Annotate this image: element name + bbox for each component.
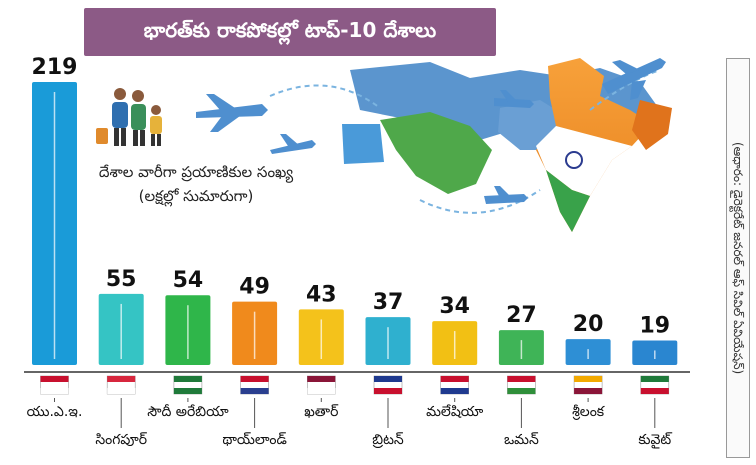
qatar-flag-icon <box>306 375 336 395</box>
bar-value-label: 27 <box>506 303 537 328</box>
airplane-icon <box>602 58 666 100</box>
bar-value-label: 54 <box>173 268 204 293</box>
airplane-icon <box>494 90 534 108</box>
category-label: బ్రిటన్ <box>372 432 404 448</box>
airplane-icon <box>196 94 268 132</box>
category-label: థాయ్‌లాండ్ <box>222 432 287 448</box>
thailand-flag-icon <box>240 375 269 395</box>
bars-group: 219 యు.ఎ.ఇ. 55 సింగపూర్ 54 సౌదీ అరేబియా 49 థాయ్… <box>27 55 678 449</box>
category-label: శ్రీలంక <box>572 404 605 420</box>
category-label: కువైట్ <box>638 432 672 449</box>
uae-flag-icon <box>40 375 69 395</box>
category-label: యు.ఎ.ఇ. <box>27 404 83 420</box>
bar-value-label: 19 <box>639 313 670 338</box>
category-label: ఖతార్ <box>304 404 339 420</box>
category-label: మలేషియా <box>426 404 484 420</box>
malaysia-flag-icon <box>440 375 470 395</box>
saudi-map-shape <box>380 112 492 194</box>
airplane-icon <box>484 186 528 204</box>
kuwait-flag-icon <box>640 375 670 395</box>
source-text: (ఆధారం: డైరెక్టరేట్ జనరల్ ఆఫ్ సివిల్ ఏవి… <box>731 141 745 375</box>
flags-group <box>40 375 670 395</box>
bar-value-label: 219 <box>32 55 78 80</box>
bar-value-label: 37 <box>373 290 404 315</box>
category-label: సౌదీ అరేబియా <box>147 404 229 420</box>
bar-value-label: 34 <box>439 294 470 319</box>
oman-flag-icon <box>507 375 536 395</box>
srilanka-flag-icon <box>573 375 603 395</box>
uk-flag-icon <box>373 375 403 395</box>
airplane-icon <box>270 134 316 154</box>
saudi-flag-icon <box>173 375 203 395</box>
bar-value-label: 20 <box>573 312 604 337</box>
ashoka-chakra-icon <box>565 151 583 169</box>
unit-note-line1: దేశాల వారీగా ప్రయాణికుల సంఖ్య <box>98 163 294 181</box>
category-label: సింగపూర్ <box>95 432 147 448</box>
singapore-flag-icon <box>106 375 136 395</box>
unit-note-line2: (లక్షల్లో సుమారుగా) <box>138 187 254 205</box>
source-note: (ఆధారం: డైరెక్టరేట్ జనరల్ ఆఫ్ సివిల్ ఏవి… <box>726 58 750 458</box>
unit-note: దేశాల వారీగా ప్రయాణికుల సంఖ్య (లక్షల్లో … <box>96 160 296 208</box>
bar-value-label: 49 <box>239 275 270 300</box>
category-label: ఒమన్ <box>504 432 539 448</box>
bar-value-label: 55 <box>106 267 137 292</box>
title-banner: భారత్‌కు రాకపోకల్లో టాప్‌-10 దేశాలు <box>84 8 496 56</box>
chart-title: భారత్‌కు రాకపోకల్లో టాప్‌-10 దేశాలు <box>143 17 437 42</box>
bar-value-label: 43 <box>306 282 337 307</box>
travellers-icon <box>96 88 162 146</box>
